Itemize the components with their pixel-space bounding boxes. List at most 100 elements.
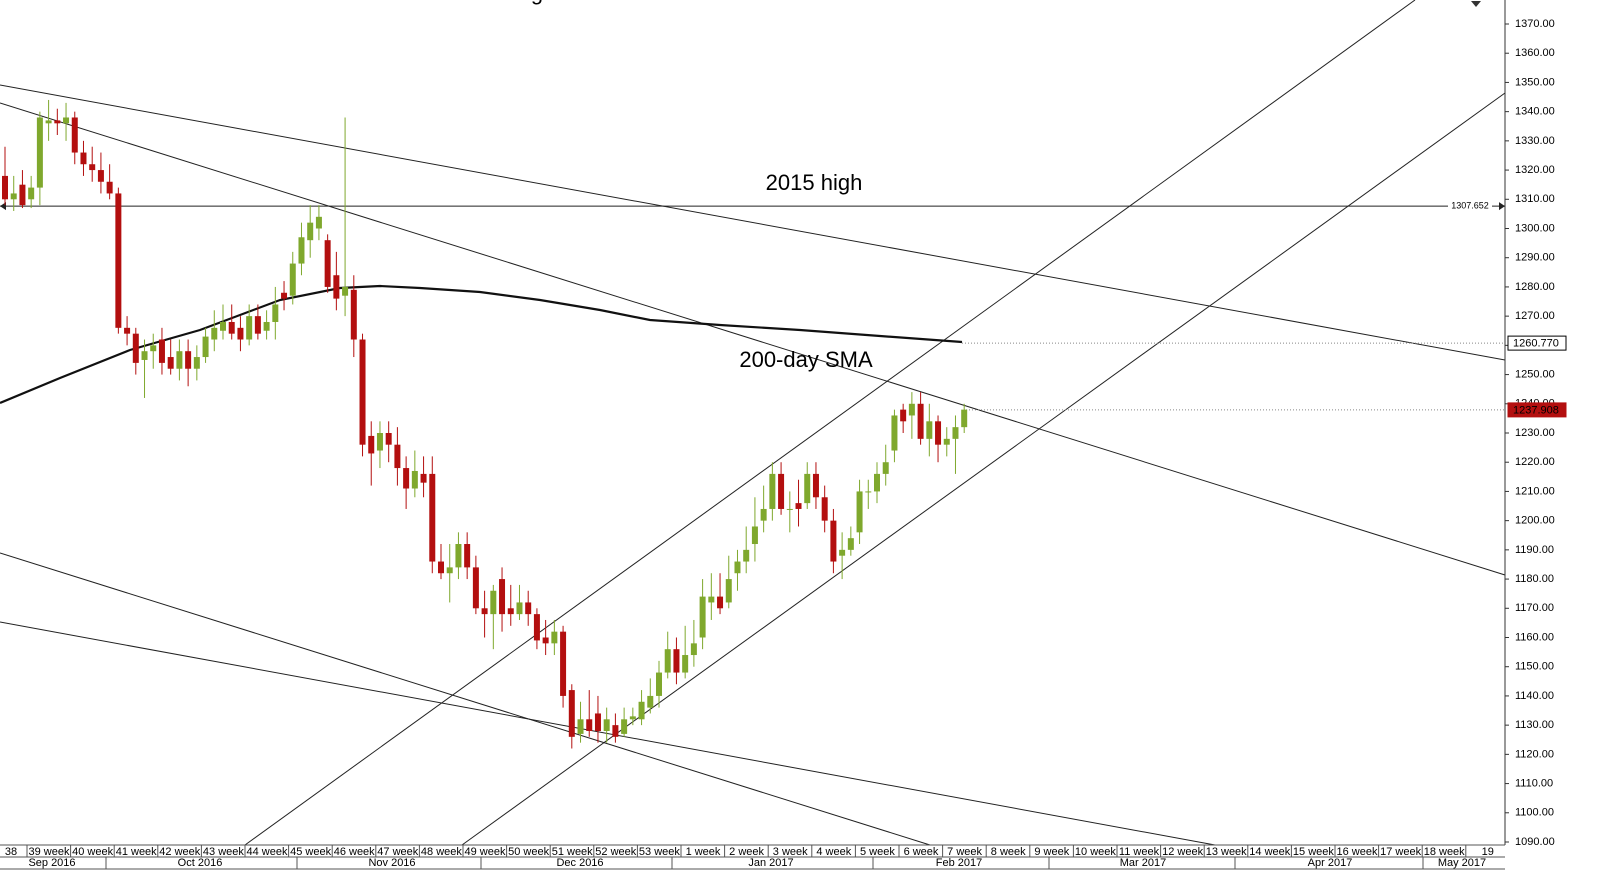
candle-body: [132, 333, 139, 363]
week-label: 12 week: [1162, 846, 1203, 858]
month-label: Apr 2017: [1308, 857, 1353, 869]
y-tick-label: 1160.00: [1515, 631, 1554, 643]
candle-body: [141, 351, 148, 360]
candle-body: [124, 327, 131, 334]
week-label: 38: [5, 846, 17, 858]
week-label: 51 week: [552, 846, 593, 858]
month-label: May 2017: [1438, 857, 1486, 869]
candle-body: [220, 321, 226, 331]
y-tick-label: 1190.00: [1515, 544, 1554, 556]
candle-body: [961, 409, 968, 428]
candle-body: [812, 473, 819, 498]
candle-body: [725, 579, 732, 603]
week-label: 19: [1482, 846, 1494, 858]
trend-line: [0, 552, 931, 846]
candle-body: [80, 152, 87, 165]
candle-body: [202, 336, 209, 358]
y-tick-label: 1090.00: [1515, 836, 1555, 848]
candle-body: [647, 695, 654, 708]
candle-body: [228, 321, 235, 334]
candle-body: [89, 164, 96, 171]
candle-body: [673, 649, 680, 673]
week-label: 15 week: [1293, 846, 1334, 858]
candle-body: [115, 193, 122, 328]
candle-body: [612, 725, 619, 737]
y-tick-label: 1110.00: [1515, 777, 1553, 789]
candle-body: [900, 409, 907, 422]
week-label: 4 week: [816, 846, 851, 858]
candle-body: [560, 631, 567, 696]
week-label: 8 week: [991, 846, 1026, 858]
candle-body: [490, 590, 497, 615]
y-tick-label: 1280.00: [1515, 281, 1555, 293]
candle-body: [359, 339, 366, 445]
y-tick-label: 1220.00: [1515, 456, 1555, 468]
candle-body: [36, 117, 43, 188]
candle-body: [254, 316, 261, 334]
candle-body: [874, 473, 880, 492]
y-tick-label: 1150.00: [1515, 661, 1554, 673]
candle-body: [246, 316, 253, 340]
candle-body: [926, 421, 933, 439]
week-label: 53 week: [639, 846, 680, 858]
candle-body: [385, 433, 392, 445]
candle-body: [28, 187, 35, 200]
month-label: Dec 2016: [556, 857, 603, 869]
y-tick-label: 1300.00: [1515, 222, 1555, 234]
y-tick-label: 1140.00: [1515, 690, 1554, 702]
candle-body: [342, 286, 349, 296]
candle-body: [594, 713, 601, 731]
y-tick-label: 1350.00: [1515, 76, 1555, 88]
candle-body: [821, 497, 828, 521]
week-label: 48 week: [421, 846, 462, 858]
candle-body: [751, 526, 758, 545]
week-label: 40 week: [72, 846, 113, 858]
candle-body: [542, 637, 549, 644]
candle-body: [533, 614, 540, 641]
candle-body: [847, 538, 854, 550]
candle-body: [167, 357, 174, 369]
candle-body: [394, 444, 401, 469]
candle-body: [281, 292, 288, 299]
candle-body: [499, 579, 506, 615]
candle-body: [621, 719, 628, 734]
annotation: 2015 high: [766, 170, 863, 195]
axis-panel: [1505, 0, 1617, 845]
y-tick-label: 1170.00: [1515, 602, 1554, 614]
week-label: 41 week: [116, 846, 157, 858]
candle-body: [97, 170, 104, 182]
week-label: 14 week: [1249, 846, 1290, 858]
candle-body: [734, 561, 741, 574]
candle-body: [935, 421, 942, 445]
candle-body: [525, 602, 532, 615]
y-tick-label: 1230.00: [1515, 427, 1555, 439]
channel-line: [244, 0, 1416, 846]
trend-line: [0, 102, 1506, 576]
candle-body: [54, 120, 61, 124]
candle-body: [19, 184, 26, 206]
week-label: 18 week: [1424, 846, 1465, 858]
candle-body: [882, 462, 889, 474]
candle-body: [908, 403, 915, 416]
week-label: 2 week: [729, 846, 764, 858]
candle-body: [481, 608, 488, 615]
candle-body: [786, 508, 793, 510]
week-label: 11 week: [1119, 846, 1160, 858]
price-label: 1260.770: [1513, 338, 1559, 350]
week-label: 52 week: [595, 846, 636, 858]
price-box: [1507, 402, 1567, 418]
candle-body: [629, 716, 636, 720]
candle-body: [699, 596, 706, 638]
month-label: Jan 2017: [748, 857, 793, 869]
y-tick-label: 1180.00: [1515, 573, 1554, 585]
candle-body: [464, 544, 471, 568]
candle-body: [778, 473, 785, 509]
candle-body: [376, 433, 383, 451]
candle-body: [568, 690, 575, 737]
candle-body: [298, 237, 305, 264]
trend-line: [0, 84, 1506, 361]
candle-body: [455, 544, 462, 568]
candle-body: [943, 438, 950, 445]
candle-body: [150, 345, 157, 352]
